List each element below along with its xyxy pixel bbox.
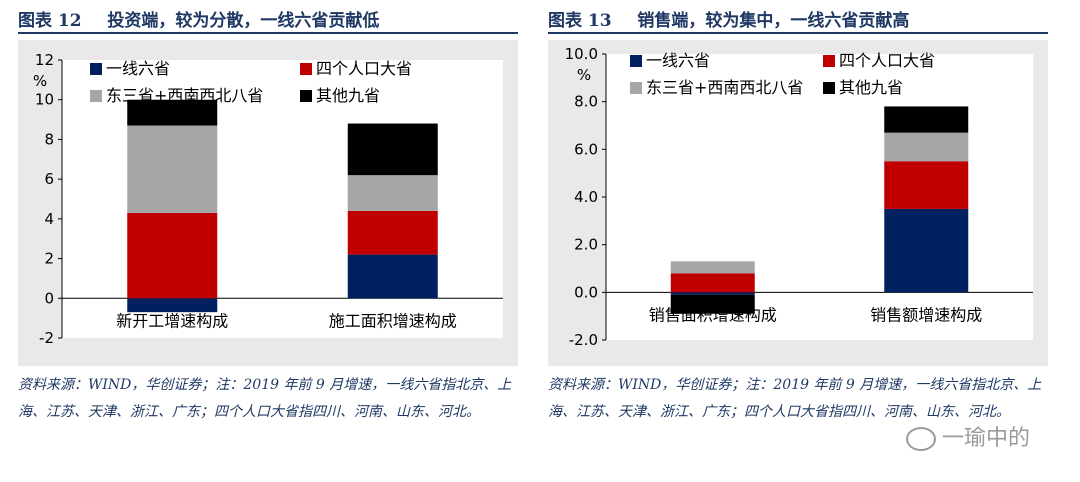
legend-label: 一线六省 (106, 59, 170, 78)
legend-label: 其他九省 (839, 78, 903, 97)
y-axis-label: % (577, 66, 591, 84)
legend-swatch (823, 82, 835, 94)
bar-segment (884, 106, 969, 133)
y-tick-label: 0 (44, 289, 54, 307)
x-tick-label: 销售额增速构成 (870, 305, 982, 324)
figure-label: 图表 12 (18, 11, 82, 31)
legend-label: 四个人口大省 (839, 51, 935, 70)
chart-title: 图表 12 投资端，较为分散，一线六省贡献低 (18, 6, 379, 31)
y-tick-label: 12 (35, 51, 54, 69)
y-tick-label: 2.0 (574, 236, 598, 254)
legend-label: 东三省+西南西北八省 (646, 78, 803, 97)
legend-swatch (90, 90, 102, 102)
watermark: 一瑜中的 (906, 420, 1030, 452)
bar-segment (347, 123, 438, 176)
chart-panel-12: 图表 12 投资端，较为分散，一线六省贡献低 -2 0 2 4 6 8 10 12% 新开工增速… (18, 0, 518, 482)
legend-swatch (90, 63, 102, 75)
chart-title: 图表 13 销售端，较为集中，一线六省贡献高 (548, 6, 909, 31)
y-axis-label: % (33, 72, 47, 90)
source-note: 资料来源：WIND，华创证券；注：2019 年前 9 月增速，一线六省指北京、上… (18, 377, 512, 420)
y-tick-label: 6 (44, 170, 54, 188)
y-tick-label: 8.0 (574, 93, 598, 111)
legend-swatch (823, 55, 835, 67)
y-tick-label: 2 (44, 250, 54, 268)
legend-swatch (300, 63, 312, 75)
bar-segment (670, 261, 755, 274)
y-tick-label: 6.0 (574, 140, 598, 158)
bar-segment (884, 161, 969, 209)
legend-swatch (630, 82, 642, 94)
bar-chart-12: -2 0 2 4 6 8 10 12% 新开工增速构成 施工面积增速构成 一线六省 四个人口大省东三省… (33, 51, 503, 347)
figure-title: 投资端，较为分散，一线六省贡献低 (107, 11, 380, 31)
wechat-icon (906, 427, 936, 451)
x-tick-label: 施工面积增速构成 (329, 311, 457, 330)
bar-segment (670, 273, 755, 293)
y-tick-label: -2.0 (569, 331, 598, 349)
y-tick-label: 10 (35, 91, 54, 109)
legend-label: 其他九省 (316, 86, 380, 105)
bar-segment (127, 298, 218, 313)
legend-swatch (300, 90, 312, 102)
bar-segment (884, 208, 969, 293)
legend-label: 四个人口大省 (316, 59, 412, 78)
bar-segment (127, 125, 218, 213)
bar-segment (670, 292, 755, 295)
bar-segment (347, 254, 438, 299)
bar-segment (347, 175, 438, 211)
bar-segment (127, 212, 218, 299)
x-tick-label: 销售面积增速构成 (649, 305, 777, 324)
y-tick-label: 10.0 (565, 45, 598, 63)
source-note: 资料来源：WIND，华创证券；注：2019 年前 9 月增速，一线六省指北京、上… (548, 377, 1042, 420)
legend-swatch (630, 55, 642, 67)
bar-chart-13: -2.0 0.0 2.0 4.0 6.0 8.0 10.0% 销售面积增速构成 销售额增速构成 一… (565, 45, 1033, 349)
y-tick-label: 0.0 (574, 283, 598, 301)
chart-panel-13: 图表 13 销售端，较为集中，一线六省贡献高 -2.0 0.0 2.0 4.0 6.0 8… (548, 0, 1048, 482)
legend-label: 东三省+西南西北八省 (106, 86, 263, 105)
bar-segment (127, 99, 218, 126)
watermark-text: 一瑜中的 (942, 426, 1031, 451)
title-rule (18, 32, 518, 34)
chart-area: -2.0 0.0 2.0 4.0 6.0 8.0 10.0% 销售面积增速构成 销售额增速构成 一… (548, 40, 1048, 366)
legend-label: 一线六省 (646, 51, 710, 70)
y-tick-label: 8 (44, 130, 54, 148)
x-tick-label: 新开工增速构成 (116, 311, 228, 330)
figure-title: 销售端，较为集中，一线六省贡献高 (637, 11, 910, 31)
chart-area: -2 0 2 4 6 8 10 12% 新开工增速构成 施工面积增速构成 一线六省 四个人口大省东三省… (18, 40, 518, 366)
y-tick-label: 4 (44, 210, 54, 228)
bar-segment (670, 294, 755, 314)
figure-label: 图表 13 (548, 11, 612, 31)
title-rule (548, 32, 1048, 34)
y-tick-label: -2 (39, 329, 54, 347)
bar-segment (347, 210, 438, 255)
y-tick-label: 4.0 (574, 188, 598, 206)
bar-segment (884, 132, 969, 162)
